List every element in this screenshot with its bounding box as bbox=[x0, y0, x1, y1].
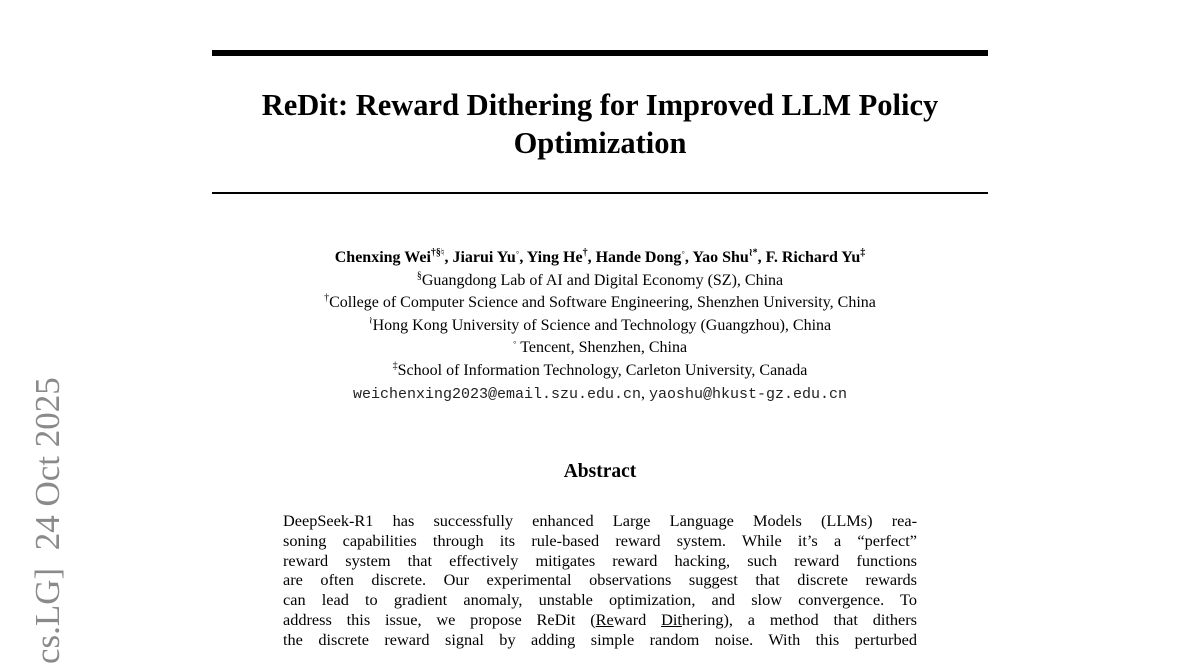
affiliation-mark: † bbox=[324, 292, 330, 304]
affiliation-mark: ≀ bbox=[368, 315, 373, 327]
emails: weichenxing2023@email.szu.edu.cn, yaoshu… bbox=[352, 384, 848, 403]
affiliation-text: College of Computer Science and Software… bbox=[329, 294, 876, 312]
author-marks: ◦ bbox=[681, 247, 685, 259]
paper-title: ReDit: Reward Dithering for Improved LLM… bbox=[212, 86, 988, 162]
title-top-rule bbox=[212, 50, 988, 56]
abstract-text: ward bbox=[613, 609, 662, 629]
underlined-acronym-part: Dit bbox=[661, 609, 682, 629]
author-list: Chenxing Wei†§♮, Jiarui Yu◦, Ying He†, H… bbox=[334, 247, 866, 266]
affiliation-mark: ‡ bbox=[392, 360, 398, 372]
affiliation-mark: § bbox=[416, 270, 422, 282]
abstract-line: can lead to gradient anomaly, unstable o… bbox=[283, 590, 917, 610]
affiliation-text: Hong Kong University of Science and Tech… bbox=[372, 316, 832, 334]
title-line-1: ReDit: Reward Dithering for Improved LLM… bbox=[261, 88, 939, 122]
affiliation: ≀Hong Kong University of Science and Tec… bbox=[212, 315, 988, 338]
author-marks: †§♮ bbox=[430, 247, 445, 259]
abstract-line: address this issue, we propose ReDit (Re… bbox=[283, 610, 917, 630]
affiliation: ‡School of Information Technology, Carle… bbox=[212, 360, 988, 383]
author-marks: ≀* bbox=[748, 247, 758, 259]
author-name: Hande Dong bbox=[595, 249, 682, 266]
affiliation: §Guangdong Lab of AI and Digital Economy… bbox=[212, 270, 988, 293]
affiliation-text: Guangdong Lab of AI and Digital Economy … bbox=[421, 271, 784, 289]
underlined-acronym-part: Re bbox=[595, 609, 614, 629]
affiliation-text: Tencent, Shenzhen, China bbox=[516, 339, 688, 357]
affiliation: ◦ Tencent, Shenzhen, China bbox=[212, 337, 988, 360]
title-bottom-rule bbox=[212, 192, 988, 194]
email-link[interactable]: yaoshu@hkust-gz.edu.cn bbox=[649, 385, 848, 403]
abstract-heading: Abstract bbox=[563, 461, 637, 482]
abstract-line: are often discrete. Our experimental obs… bbox=[283, 570, 917, 590]
author-name: Ying He bbox=[526, 249, 583, 266]
affiliation-mark: ◦ bbox=[512, 338, 517, 350]
author-name: Jiarui Yu bbox=[452, 249, 516, 266]
author-name: Chenxing Wei bbox=[334, 249, 431, 266]
author-marks: † bbox=[582, 247, 588, 259]
abstract-line: the discrete reward signal by adding sim… bbox=[283, 629, 917, 649]
abstract-text: hering), a method that dithers bbox=[681, 609, 918, 629]
abstract-line: DeepSeek-R1 has successfully enhanced La… bbox=[283, 511, 917, 530]
author-name: F. Richard Yu bbox=[765, 249, 861, 266]
author-marks: ◦ bbox=[515, 247, 520, 259]
abstract-line: reward system that effectively mitigates… bbox=[283, 550, 917, 570]
arxiv-identifier-stamp: cs.LG] 24 Oct 2025 bbox=[28, 377, 67, 664]
author-marks: ‡ bbox=[860, 247, 866, 259]
abstract-body: DeepSeek-R1 has successfully enhanced La… bbox=[283, 511, 917, 650]
author-block: Chenxing Wei†§♮, Jiarui Yu◦, Ying He†, H… bbox=[212, 247, 988, 406]
title-line-2: Optimization bbox=[513, 126, 687, 160]
email-link[interactable]: weichenxing2023@email.szu.edu.cn bbox=[352, 385, 641, 403]
affiliation-text: School of Information Technology, Carlet… bbox=[397, 361, 808, 379]
abstract-text: address this issue, we propose ReDit ( bbox=[283, 609, 596, 629]
abstract-line: soning capabilities through its rule-bas… bbox=[283, 530, 917, 550]
affiliation: †College of Computer Science and Softwar… bbox=[212, 292, 988, 315]
author-name: Yao Shu bbox=[692, 249, 749, 266]
